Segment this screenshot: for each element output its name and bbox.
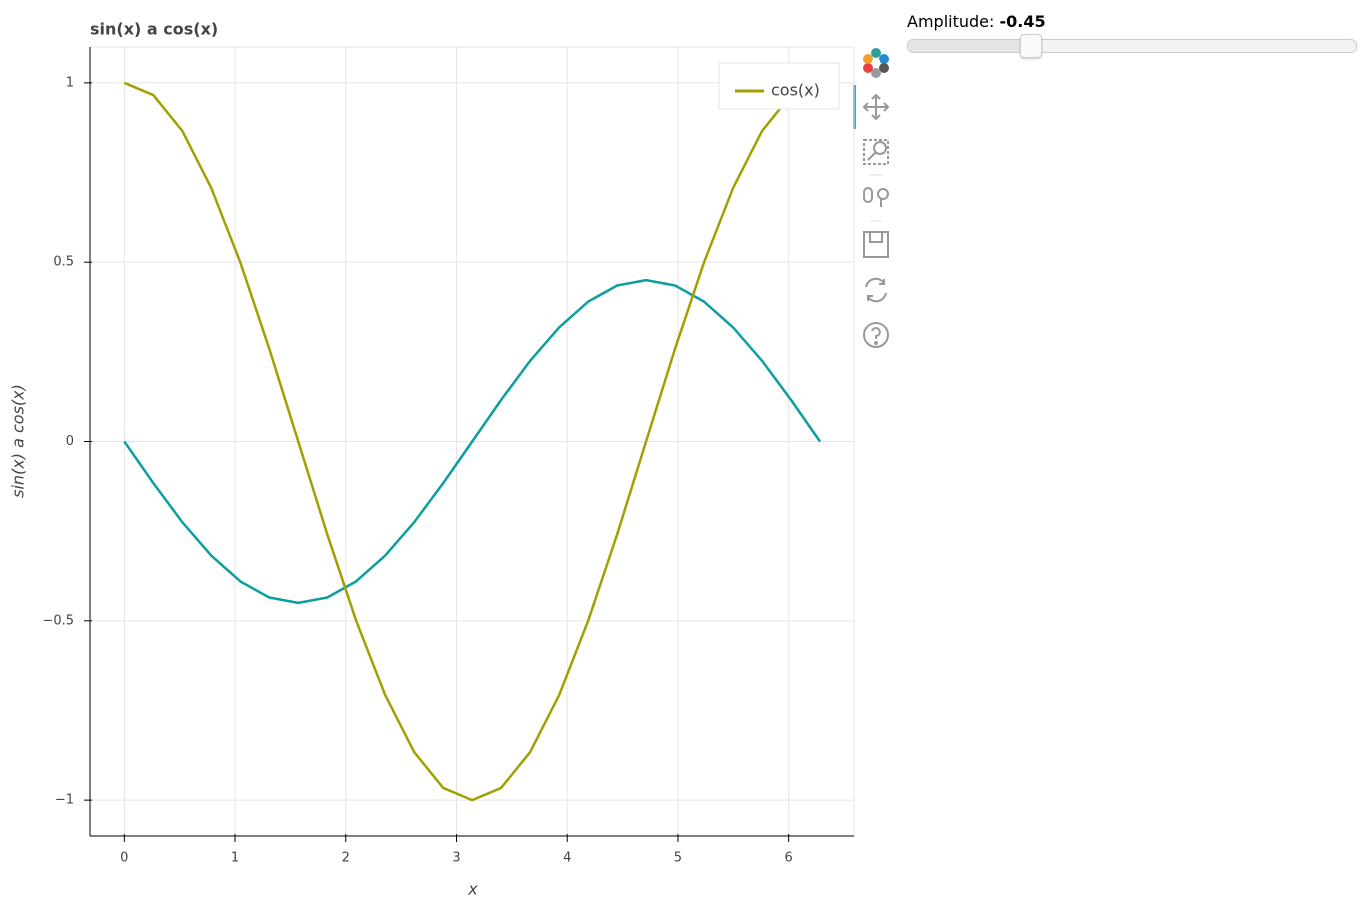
save-tool[interactable] (863, 231, 889, 258)
x-tick-label: 4 (563, 851, 571, 866)
y-tick-label: 0.5 (53, 255, 74, 270)
slider-track[interactable] (907, 34, 1357, 58)
slider-title: Amplitude: (907, 12, 995, 31)
x-tick-label: 1 (231, 851, 239, 866)
x-tick-label: 5 (674, 851, 682, 866)
y-tick-label: 0 (66, 434, 74, 449)
slider-fill (908, 40, 1032, 52)
pan-tool[interactable] (862, 93, 890, 121)
slider: Amplitude: -0.45 (907, 12, 1357, 58)
slider-handle[interactable] (1020, 34, 1043, 58)
x-tick-label: 3 (452, 851, 460, 866)
reset-tool[interactable] (865, 277, 887, 303)
x-tick-label: 0 (120, 851, 128, 866)
x-axis-label: x (467, 880, 478, 899)
help-tool[interactable] (863, 322, 889, 348)
slider-value: -0.45 (999, 12, 1046, 31)
toolbar (853, 48, 890, 348)
legend-label: cos(x) (771, 81, 820, 100)
line-series (123, 278, 822, 605)
box-zoom-tool[interactable] (863, 139, 889, 165)
chart: sin(x) a cos(x) x sin(x) a cos(x) 0 1 2 3 4 5… (9, 20, 890, 899)
x-tick-label: 6 (785, 851, 793, 866)
legend-box (718, 62, 840, 110)
chart-title: sin(x) a cos(x) (90, 20, 218, 39)
y-tick-label: −1 (55, 793, 74, 808)
bokeh-logo (863, 48, 889, 78)
y-tick-label: −0.5 (42, 613, 74, 628)
x-tick-label: 2 (342, 851, 350, 866)
legend: cos(x) (718, 62, 840, 110)
line-series (123, 81, 821, 802)
y-tick-label: 1 (66, 75, 74, 90)
y-axis-label: sin(x) a cos(x) (9, 384, 28, 498)
slider-label: Amplitude: -0.45 (907, 12, 1357, 31)
wheel-zoom-tool[interactable] (863, 187, 889, 207)
